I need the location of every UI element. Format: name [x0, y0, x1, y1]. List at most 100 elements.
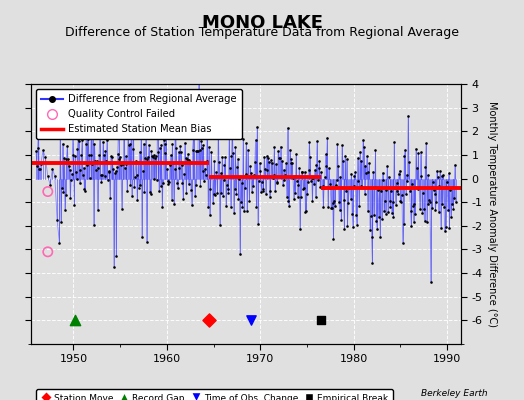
- Point: [207, 148, 215, 155]
- Point: [198, 144, 206, 151]
- Point: [268, 160, 276, 166]
- Point: [242, 171, 250, 178]
- Point: [149, 154, 157, 160]
- Y-axis label: Monthly Temperature Anomaly Difference (°C): Monthly Temperature Anomaly Difference (…: [487, 101, 497, 327]
- Point: [258, 186, 267, 192]
- Point: [334, 163, 342, 169]
- Point: [404, 112, 412, 119]
- Point: [400, 153, 409, 159]
- Point: [443, 179, 451, 186]
- Point: [275, 155, 283, 161]
- Point: [60, 155, 68, 162]
- Point: [91, 158, 100, 164]
- Point: [409, 219, 418, 225]
- Point: [419, 190, 427, 196]
- Text: Berkeley Earth: Berkeley Earth: [421, 389, 487, 398]
- Point: [271, 161, 280, 168]
- Point: [152, 153, 160, 160]
- Point: [92, 167, 100, 174]
- Point: [73, 146, 82, 152]
- Point: [43, 173, 52, 180]
- Point: [304, 167, 313, 173]
- Point: [326, 185, 334, 191]
- Point: [348, 210, 356, 217]
- Point: [302, 208, 310, 214]
- Point: [43, 188, 52, 195]
- Point: [308, 198, 316, 204]
- Point: [237, 180, 246, 186]
- Point: [357, 157, 366, 164]
- Point: [433, 168, 441, 174]
- Point: [356, 149, 364, 155]
- Point: [338, 142, 346, 148]
- Point: [149, 152, 158, 158]
- Point: [340, 226, 348, 232]
- Point: [252, 204, 260, 210]
- Point: [335, 199, 343, 205]
- Point: [375, 186, 384, 192]
- Point: [98, 172, 106, 178]
- Point: [307, 178, 315, 184]
- Point: [252, 137, 260, 143]
- Point: [86, 152, 95, 158]
- Point: [180, 170, 188, 177]
- Point: [411, 211, 419, 217]
- Point: [202, 158, 211, 164]
- Point: [126, 182, 135, 188]
- Point: [310, 181, 318, 187]
- Point: [185, 156, 194, 163]
- Point: [243, 208, 251, 214]
- Point: [303, 179, 312, 186]
- Point: [122, 153, 130, 159]
- Point: [343, 223, 352, 229]
- Point: [173, 180, 181, 187]
- Point: [299, 186, 307, 192]
- Point: [412, 145, 420, 152]
- Point: [297, 194, 305, 200]
- Point: [300, 169, 309, 175]
- Point: [423, 172, 432, 178]
- Point: [109, 166, 117, 172]
- Point: [58, 185, 66, 191]
- Text: Difference of Station Temperature Data from Regional Average: Difference of Station Temperature Data f…: [65, 26, 459, 39]
- Point: [374, 186, 382, 193]
- Point: [78, 137, 86, 143]
- Point: [254, 220, 262, 227]
- Point: [53, 217, 61, 223]
- Point: [163, 178, 172, 184]
- Point: [167, 152, 175, 158]
- Point: [131, 173, 139, 180]
- Point: [93, 207, 102, 213]
- Point: [56, 116, 64, 123]
- Point: [112, 253, 121, 260]
- Point: [340, 196, 348, 203]
- Point: [37, 161, 45, 167]
- Point: [205, 144, 213, 150]
- Point: [191, 192, 199, 199]
- Point: [347, 170, 356, 177]
- Point: [449, 206, 457, 212]
- Point: [36, 166, 44, 172]
- Point: [425, 197, 433, 203]
- Point: [402, 191, 410, 198]
- Point: [72, 176, 81, 182]
- Point: [128, 146, 137, 152]
- Point: [257, 189, 265, 195]
- Point: [186, 159, 194, 165]
- Point: [349, 224, 357, 231]
- Point: [166, 162, 174, 168]
- Point: [202, 172, 210, 178]
- Point: [122, 161, 130, 167]
- Point: [323, 134, 331, 141]
- Point: [445, 224, 454, 231]
- Point: [107, 154, 116, 160]
- Point: [325, 181, 334, 187]
- Point: [114, 150, 122, 157]
- Point: [203, 105, 212, 112]
- Point: [70, 202, 79, 208]
- Point: [282, 194, 291, 200]
- Point: [199, 168, 207, 174]
- Point: [102, 158, 111, 164]
- Point: [401, 146, 409, 153]
- Point: [284, 198, 292, 204]
